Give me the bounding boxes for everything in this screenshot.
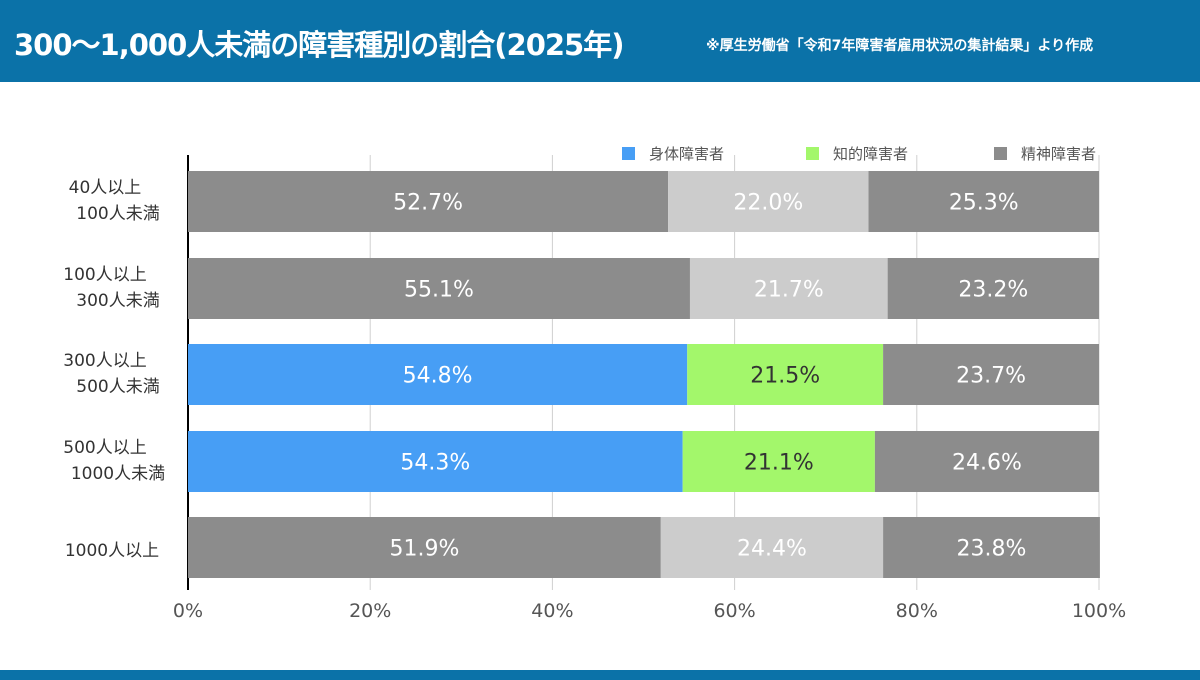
bar-segment	[188, 431, 683, 492]
bar-segment	[689, 258, 888, 319]
x-tick-label: 100%	[1072, 600, 1126, 622]
data-label: 24.6%	[952, 451, 1022, 476]
bar-segment	[887, 258, 1099, 319]
bar-segment	[682, 431, 875, 492]
legend-label: 知的障害者	[833, 145, 908, 163]
bar-segment	[874, 431, 1099, 492]
legend-label: 身体障害者	[649, 145, 724, 163]
source-note: ※厚生労働省「令和7年障害者雇用状況の集計結果」より作成	[706, 38, 1094, 54]
category-label: 100人以上	[63, 265, 146, 285]
data-label: 54.3%	[400, 451, 470, 476]
category-label: 1000人以上	[65, 541, 159, 561]
data-label: 55.1%	[404, 278, 474, 303]
category-label: 500人以上	[63, 438, 146, 458]
category-label: 300人未満	[76, 291, 159, 311]
data-label: 54.8%	[403, 364, 473, 389]
header-bar: 300〜1,000人未満の障害種別の割合(2025年) ※厚生労働省「令和7年障…	[0, 0, 1200, 82]
data-label: 23.8%	[957, 537, 1027, 562]
x-tick-label: 20%	[349, 600, 391, 622]
footer-bar	[0, 670, 1200, 680]
bar-segment	[668, 171, 869, 232]
x-tick-label: 40%	[531, 600, 573, 622]
legend-label: 精神障害者	[1021, 145, 1096, 163]
legend-swatch	[806, 147, 819, 160]
x-tick-label: 60%	[713, 600, 755, 622]
data-label: 23.7%	[956, 364, 1026, 389]
category-label: 1000人未満	[71, 464, 165, 484]
bar-segment	[188, 344, 688, 405]
data-label: 25.3%	[949, 191, 1019, 216]
data-label: 24.4%	[737, 537, 807, 562]
legend-swatch	[994, 147, 1007, 160]
bar-segment	[868, 171, 1099, 232]
data-label: 21.1%	[744, 451, 814, 476]
data-label: 21.7%	[754, 278, 824, 303]
bar-segment	[687, 344, 884, 405]
category-label: 40人以上	[69, 178, 142, 198]
bar-segment	[883, 344, 1099, 405]
data-label: 23.2%	[958, 278, 1028, 303]
bar-segment	[188, 517, 661, 578]
x-tick-label: 80%	[896, 600, 938, 622]
chart-title: 300〜1,000人未満の障害種別の割合(2025年)	[14, 28, 624, 62]
category-label: 500人未満	[76, 377, 159, 397]
bar-segment	[188, 258, 690, 319]
data-label: 52.7%	[393, 191, 463, 216]
x-tick-label: 0%	[173, 600, 203, 622]
category-label: 100人未満	[76, 204, 159, 224]
data-label: 21.5%	[750, 364, 820, 389]
data-label: 51.9%	[389, 537, 459, 562]
bar-segment	[188, 171, 669, 232]
category-label: 300人以上	[63, 351, 146, 371]
bar-segment	[883, 517, 1100, 578]
bar-segment	[660, 517, 884, 578]
data-label: 22.0%	[733, 191, 803, 216]
legend-swatch	[622, 147, 635, 160]
